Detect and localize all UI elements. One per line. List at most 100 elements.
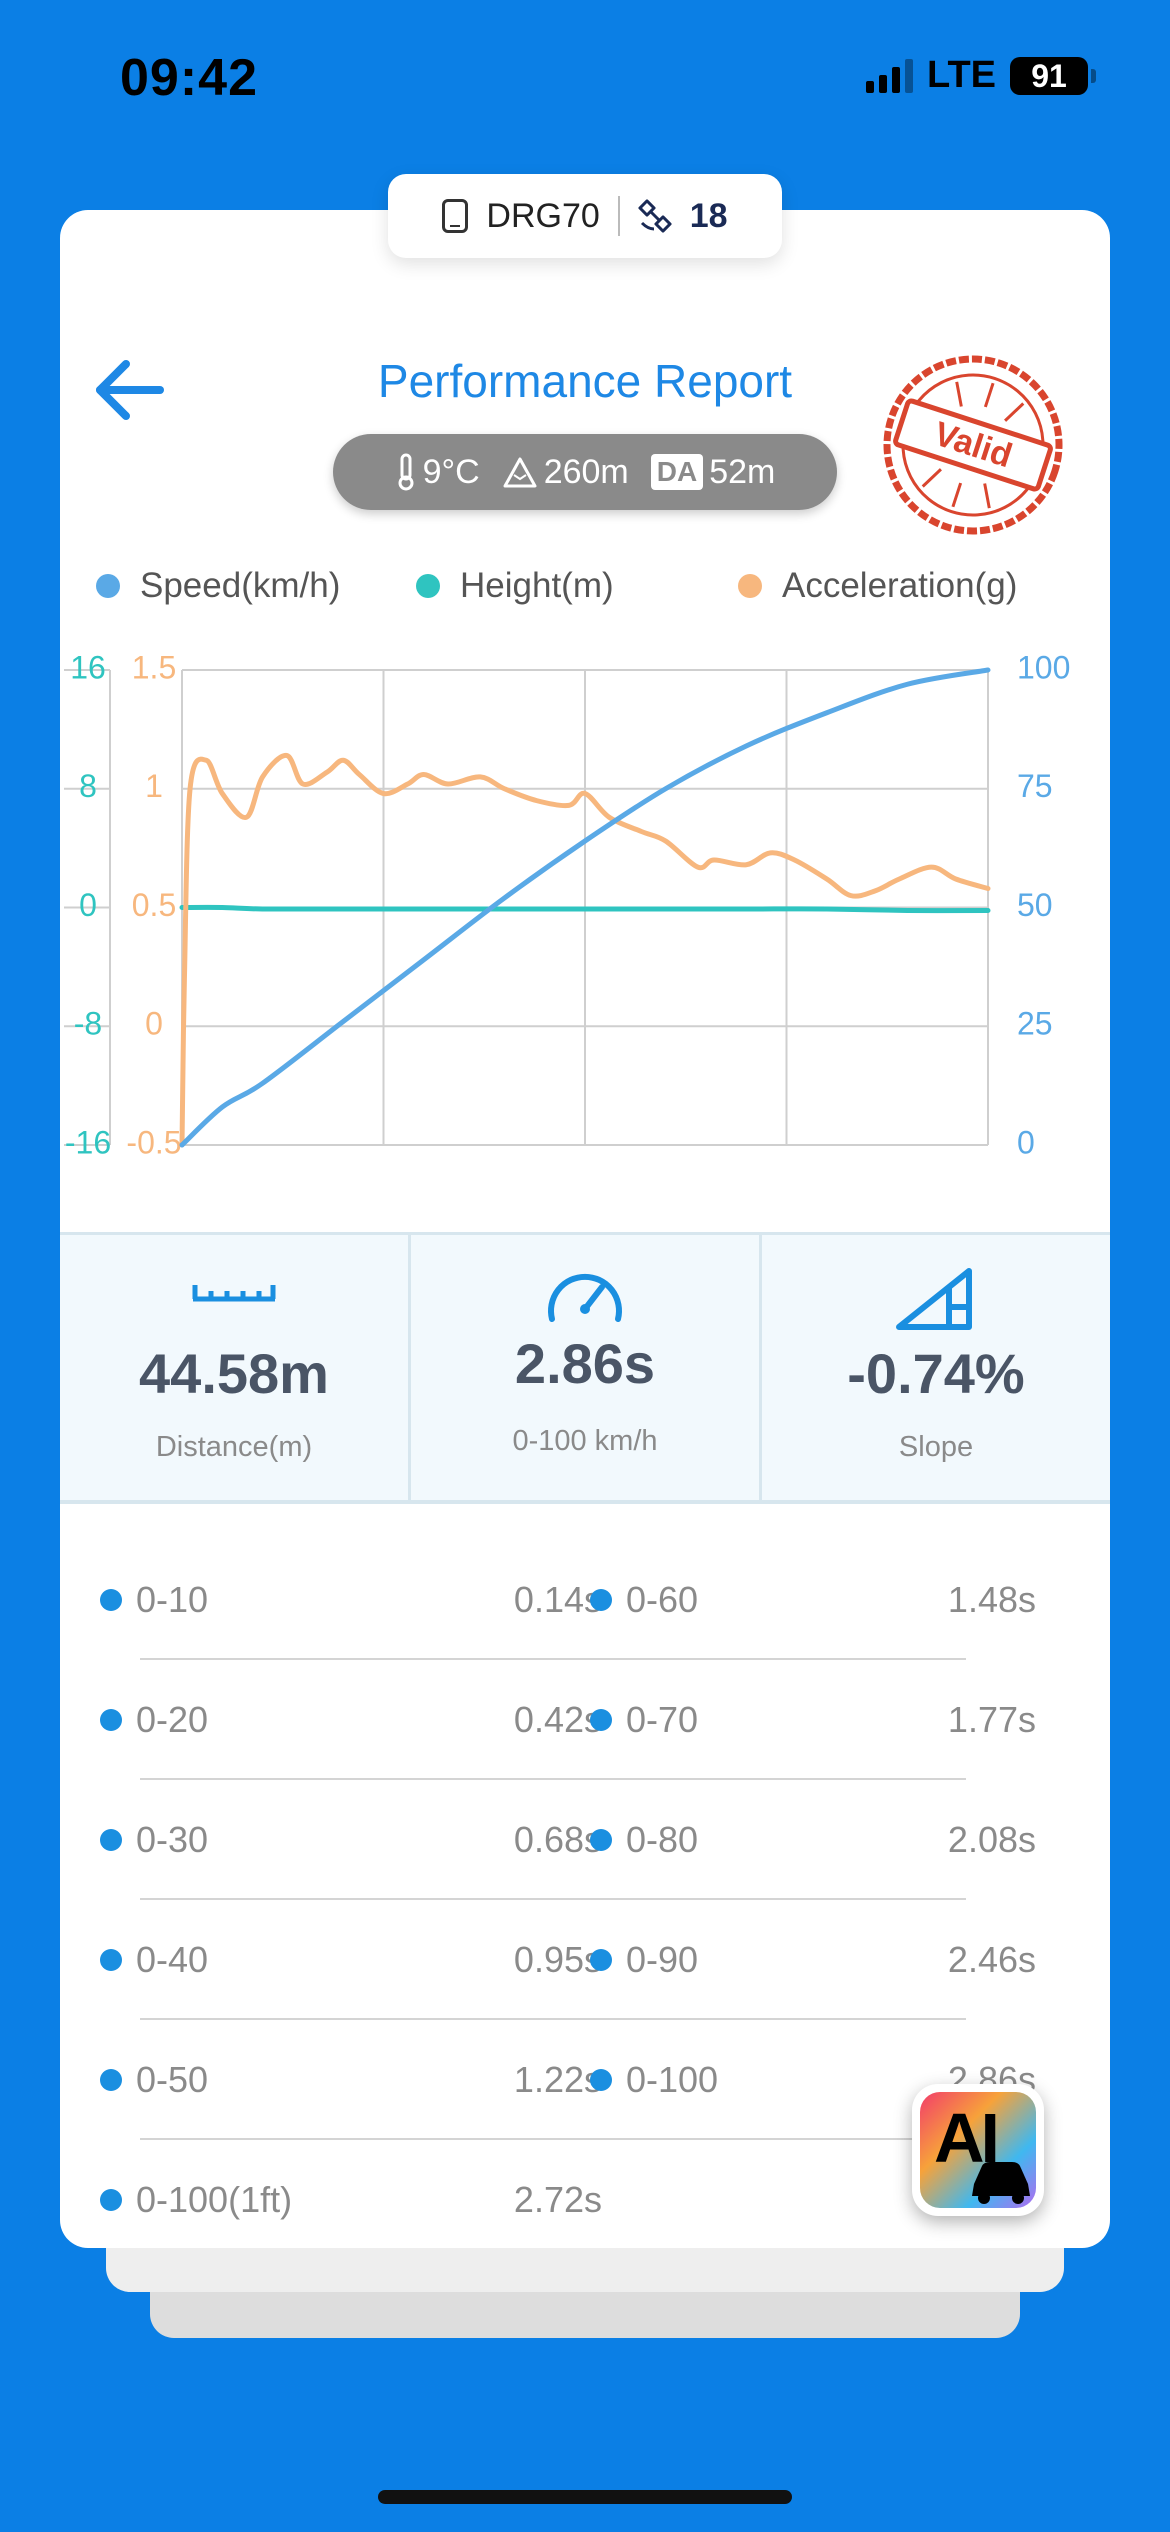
temperature-value: 9°C [422,452,480,491]
split-dot [100,1709,122,1731]
legend-dot-height [416,574,440,598]
row-divider [140,2018,966,2020]
network-label: LTE [927,54,996,96]
split-label: 0-100 [590,2020,718,2140]
speed-axis-tick: 0 [1017,1124,1035,1160]
distance-label: Distance(m) [155,1431,313,1463]
split-label: 0-50 [100,2020,208,2140]
row-divider [140,1898,966,1900]
ai-assistant-button[interactable]: AI [912,2084,1044,2216]
split-time: 0.42s [513,1699,602,1740]
row-divider [140,1658,966,1660]
series-line-speed-km-h [179,667,991,1148]
split-row: 0-100(1ft) 2.72s [60,2140,1110,2248]
split-dot [590,2069,612,2091]
height-axis-tick: 16 [70,649,106,685]
legend-dot-acceleration [738,574,762,598]
split-label: 0-90 [590,1900,698,2020]
status-time: 09:42 [120,49,258,107]
split-dot [100,2189,122,2211]
battery-icon: 91 [1010,56,1096,95]
chart-legend: Speed(km/h) Height(m) Acceleration(g) [96,566,1086,616]
ruler-icon [192,1285,276,1302]
accel-axis-tick: -0.5 [126,1124,181,1160]
split-time: 2.72s [513,2179,602,2220]
mountain-icon [503,457,537,488]
split-label: 0-20 [100,1660,208,1780]
home-indicator[interactable] [378,2490,792,2504]
split-label: 0-60 [590,1540,698,1660]
split-row: 0-20 0.42s 0-70 1.77s [60,1660,1110,1780]
split-time: 2.08s [947,1819,1036,1860]
split-time: 0.68s [513,1819,602,1860]
split-label: 0-30 [100,1780,208,1900]
split-label: 0-100(1ft) [100,2140,292,2248]
height-axis-tick: -8 [74,1006,102,1042]
signal-icon [866,58,914,93]
performance-chart: 16 8 0 -8 -16 1.5 1 0.5 0 -0.5 100 75 50 25 0 [64,649,1070,1160]
report-card: Performance Report 9°C 260m DA 52m [60,210,1110,2248]
split-dot [590,1829,612,1851]
row-divider [140,2138,966,2140]
distance-value: 44.58m [139,1342,329,1405]
device-pill[interactable]: DRG70 18 [388,174,782,258]
device-name: DRG70 [486,196,600,235]
status-icons: LTE 91 [866,54,1096,97]
valid-stamp: Valid [883,355,1063,535]
thermometer-icon [398,453,414,491]
da-icon: DA [650,454,704,490]
split-time: 1.77s [947,1699,1036,1740]
series-line-height-m [179,904,991,914]
split-dot [590,1589,612,1611]
car-icon [972,2162,1030,2204]
legend-label-acceleration: Acceleration(g) [782,566,1018,605]
back-arrow-icon[interactable] [90,350,170,430]
split-row: 0-30 0.68s 0-80 2.08s [60,1780,1110,1900]
legend-speed: Speed(km/h) [96,566,340,606]
split-row: 0-10 0.14s 0-60 1.48s [60,1540,1110,1660]
stat-distance: 44.58m Distance(m) [60,1235,408,1500]
split-row: 0-40 0.95s 0-90 2.46s [60,1900,1110,2020]
split-label: 0-70 [590,1660,698,1780]
legend-label-height: Height(m) [460,566,614,605]
split-label: 0-10 [100,1540,208,1660]
speed-axis-tick: 50 [1017,887,1053,923]
stat-acceleration-time: 2.86s 0-100 km/h [408,1235,759,1500]
row-divider [140,1778,966,1780]
height-axis-tick: 8 [79,768,97,804]
ai-icon: AI [920,2092,1036,2208]
split-dot [100,1829,122,1851]
page-title: Performance Report [377,355,793,407]
series-line-acceleration-g [179,753,991,1148]
split-dot [590,1709,612,1731]
split-time: 0.95s [513,1939,602,1980]
height-axis-tick: -16 [65,1124,111,1160]
split-dot [100,2069,122,2091]
stat-slope: -0.74% Slope [759,1235,1110,1500]
split-dot [590,1949,612,1971]
time-value: 2.86s [514,1332,656,1395]
speed-axis-tick: 75 [1017,768,1053,804]
temperature: 9°C [395,453,480,492]
pill-divider [617,196,620,236]
accel-axis-tick: 1 [145,768,163,804]
altitude: 260m [502,453,629,492]
split-time: 2.46s [947,1939,1036,1980]
slope-icon [896,1268,972,1330]
height-axis-tick: 0 [79,887,97,923]
accel-axis-tick: 0 [145,1006,163,1042]
accel-axis-tick: 1.5 [132,649,176,685]
density-altitude: DA 52m [650,452,776,492]
slope-label: Slope [898,1431,974,1463]
density-altitude-value: 52m [709,452,776,491]
split-time: 0.14s [513,1579,602,1620]
split-dot [100,1949,122,1971]
legend-acceleration: Acceleration(g) [738,566,1017,606]
time-label: 0-100 km/h [512,1425,658,1457]
split-label: 0-40 [100,1900,208,2020]
stats-panel: 44.58m Distance(m) 2.86s 0-100 km/h -0.7… [60,1232,1110,1504]
satellite-count: 18 [689,196,728,235]
legend-dot-speed [96,574,120,598]
speedometer-icon [548,1273,622,1322]
satellite-icon [638,199,672,233]
